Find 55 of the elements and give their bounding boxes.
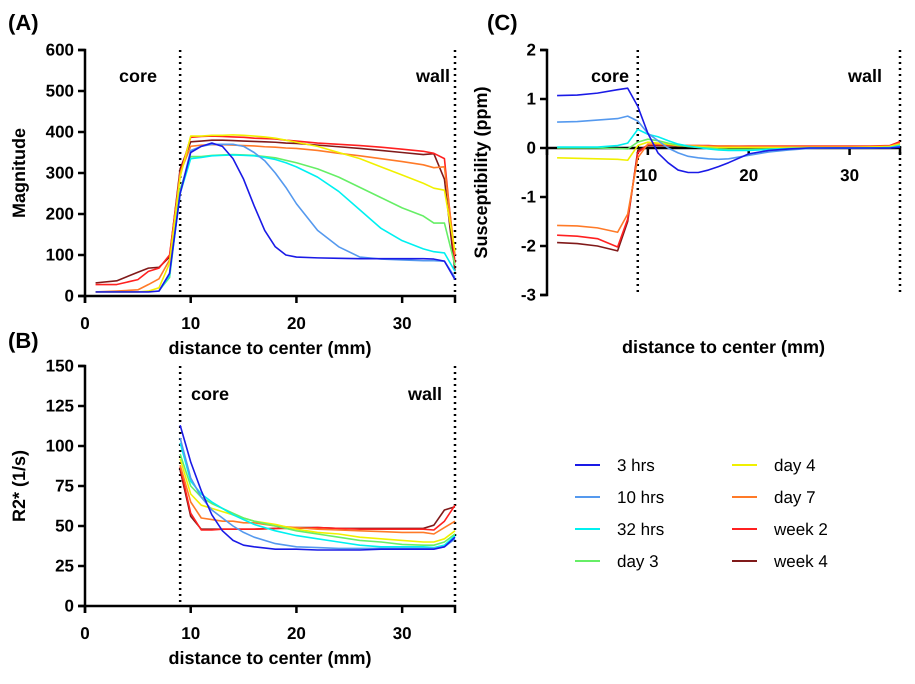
legend-label: week 2	[773, 520, 828, 539]
y-axis-title: R2* (1/s)	[9, 450, 29, 522]
y-tick-label: 1	[526, 89, 536, 108]
annotation: wall	[846, 66, 882, 86]
x-axis-title: distance to center (mm)	[622, 337, 826, 357]
y-tick-label: 200	[46, 204, 74, 224]
y-tick-label: 125	[46, 396, 74, 416]
legend-label: 3 hrs	[617, 456, 655, 475]
chart-title: (A)	[8, 10, 39, 35]
y-tick-label: 500	[46, 81, 74, 100]
chart-title: (B)	[8, 328, 39, 353]
y-tick-label: 0	[64, 286, 74, 306]
annotation: core	[190, 384, 230, 404]
legend-label: day 3	[617, 552, 659, 571]
y-tick-label: -3	[520, 285, 536, 304]
x-tick-label: 10	[181, 314, 200, 334]
annotation: core	[590, 66, 630, 86]
y-tick-label: -2	[520, 236, 536, 256]
y-tick-label: 300	[46, 163, 74, 182]
y-tick-label: 25	[55, 556, 74, 576]
annotation: wall	[414, 66, 450, 86]
y-tick-label: 150	[46, 356, 74, 376]
y-tick-label: 600	[46, 40, 74, 60]
y-tick-label: 400	[46, 122, 74, 142]
y-tick-label: 2	[526, 40, 536, 60]
x-axis-title: distance to center (mm)	[168, 648, 372, 668]
x-tick-label: 0	[80, 624, 90, 644]
x-tick-label: 20	[286, 314, 306, 334]
x-tick-label: 20	[739, 166, 758, 186]
y-tick-label: 75	[55, 476, 74, 496]
x-tick-label: 30	[840, 166, 860, 186]
annotation: wall	[406, 384, 442, 404]
x-tick-label: 30	[392, 314, 412, 334]
x-tick-label: 20	[286, 624, 306, 644]
x-tick-label: 10	[638, 166, 658, 186]
chart-title: (C)	[487, 10, 518, 35]
x-tick-label: 0	[80, 314, 90, 334]
x-axis-title: distance to center (mm)	[168, 338, 372, 358]
legend-label: 32 hrs	[617, 520, 664, 539]
y-axis-title: Magnitude	[9, 128, 29, 218]
legend-label: 10 hrs	[617, 488, 664, 507]
y-tick-label: 100	[46, 436, 74, 456]
y-tick-label: 100	[46, 245, 74, 264]
legend-label: week 4	[773, 552, 828, 571]
legend-label: day 4	[774, 456, 816, 475]
y-tick-label: 50	[55, 516, 74, 536]
x-tick-label: 10	[181, 624, 200, 644]
y-tick-label: 0	[526, 138, 536, 158]
y-tick-label: 0	[64, 596, 74, 616]
y-axis-title: Susceptibility (ppm)	[471, 86, 491, 259]
y-tick-label: -1	[520, 187, 536, 206]
legend-label: day 7	[774, 488, 816, 507]
annotation: core	[118, 66, 158, 86]
line-series	[556, 141, 901, 162]
x-tick-label: 30	[392, 624, 412, 644]
